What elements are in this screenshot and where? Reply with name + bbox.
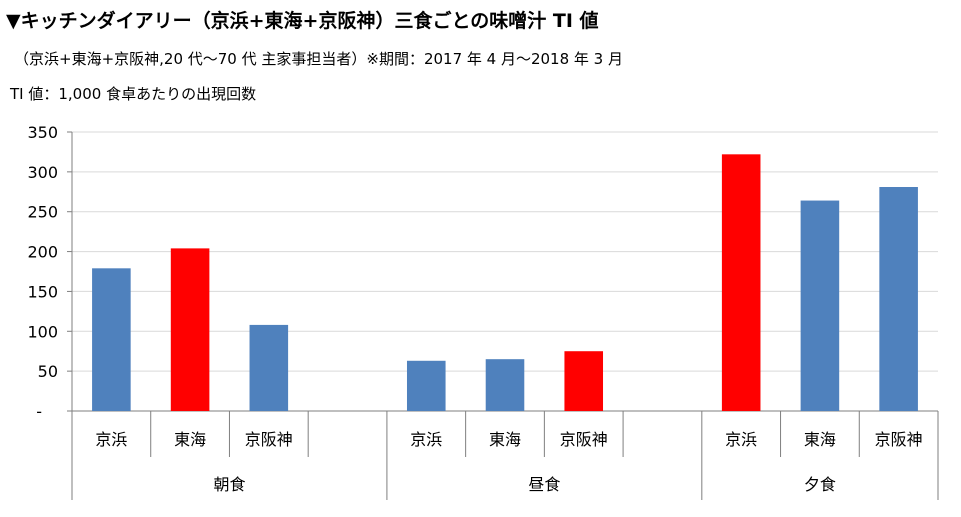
x-category-label: 東海 xyxy=(489,430,521,449)
y-tick-label: 300 xyxy=(27,163,58,182)
chart-title: ▼キッチンダイアリー（京浜+東海+京阪神）三食ごとの味噌汁 TI 値 xyxy=(6,10,599,32)
x-group-label: 朝食 xyxy=(213,475,245,494)
x-category-label: 京浜 xyxy=(410,430,442,449)
x-category-label: 京浜 xyxy=(725,430,757,449)
y-tick-label: 350 xyxy=(27,123,58,142)
chart-subtitle: （京浜+東海+京阪神,20 代～70 代 主家事担当者）※期間：2017 年 4… xyxy=(14,50,623,68)
bar xyxy=(485,359,525,411)
bar xyxy=(800,200,840,411)
y-tick-label: - xyxy=(36,402,42,421)
chart-note: TI 値：1,000 食卓あたりの出現回数 xyxy=(10,85,257,103)
bar xyxy=(879,187,918,411)
x-group-label: 夕食 xyxy=(804,475,836,494)
bar xyxy=(249,324,289,411)
y-tick-label: 250 xyxy=(27,203,58,222)
bar xyxy=(406,360,446,411)
y-tick-label: 150 xyxy=(27,282,58,301)
x-category-label: 東海 xyxy=(804,430,836,449)
bar xyxy=(170,248,210,411)
x-group-label: 昼食 xyxy=(528,475,560,494)
bar xyxy=(564,351,604,411)
x-category-label: 京阪神 xyxy=(875,430,923,449)
bar xyxy=(92,268,131,411)
y-tick-label: 100 xyxy=(27,322,58,341)
x-category-label: 東海 xyxy=(174,430,206,449)
y-tick-label: 50 xyxy=(38,362,58,381)
y-tick-label: 200 xyxy=(27,243,58,262)
x-category-label: 京浜 xyxy=(95,430,127,449)
bar xyxy=(721,154,761,411)
x-category-label: 京阪神 xyxy=(245,430,293,449)
x-category-label: 京阪神 xyxy=(560,430,608,449)
